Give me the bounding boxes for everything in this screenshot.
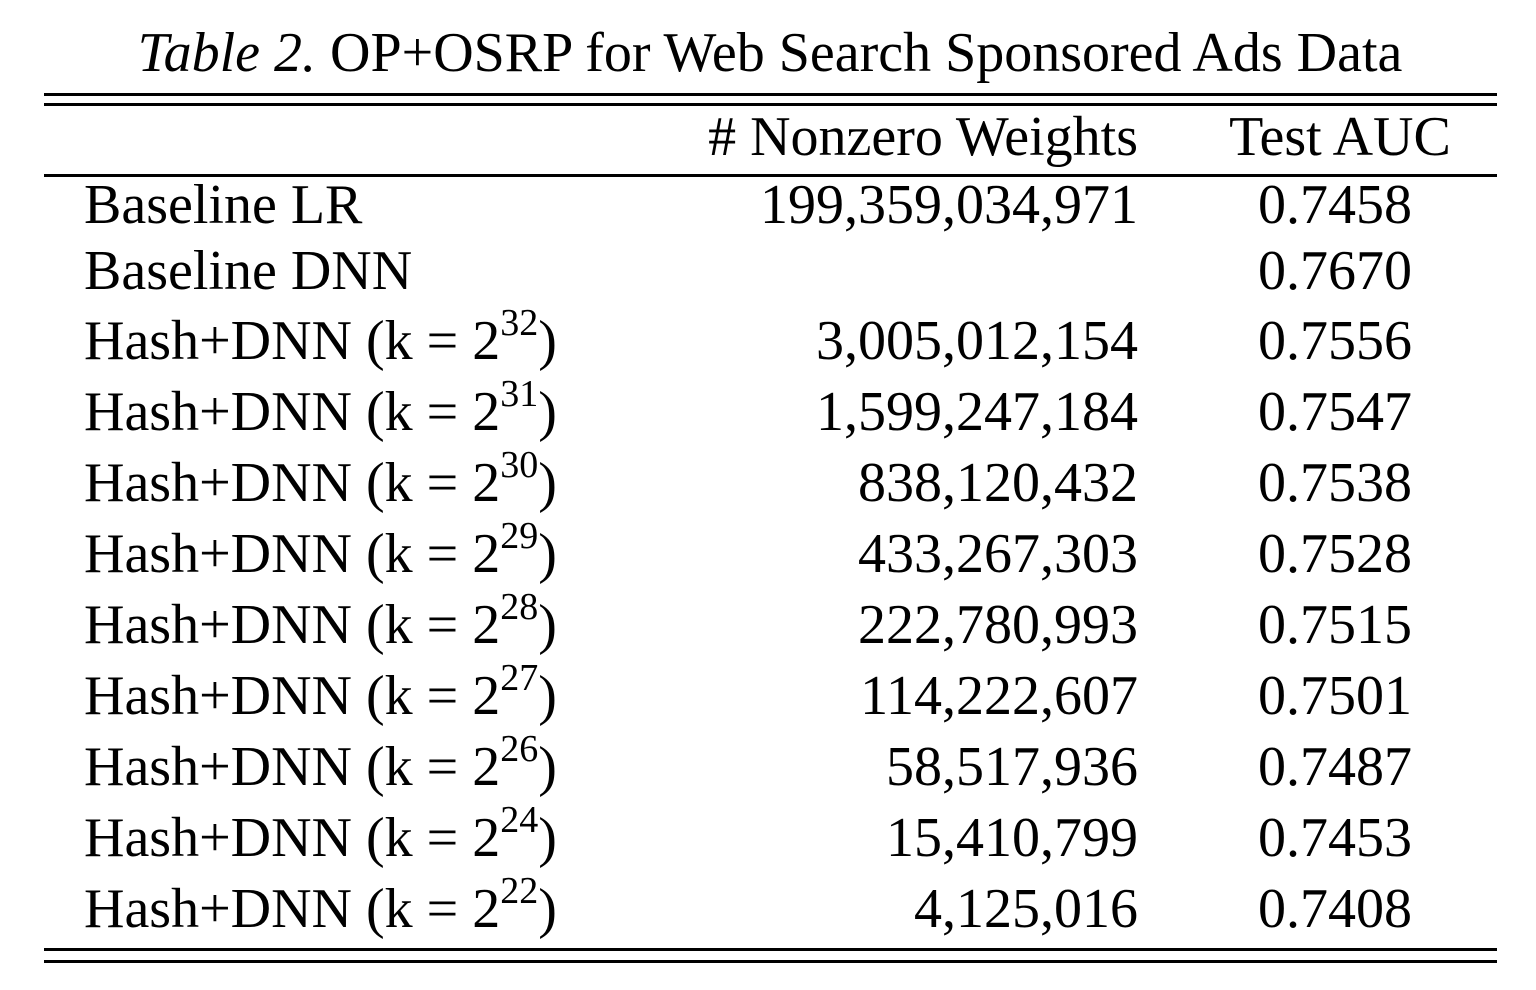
method-close: ) <box>538 452 557 514</box>
method-close: ) <box>538 594 557 656</box>
method-cell: Hash+DNN (k = 230) <box>84 446 557 518</box>
auc-cell: 0.7458 <box>1258 174 1412 236</box>
auc-cell: 0.7547 <box>1258 381 1412 443</box>
weights-cell: 58,517,936 <box>886 736 1138 798</box>
auc-cell: 0.7408 <box>1258 878 1412 940</box>
weights-cell: 199,359,034,971 <box>760 174 1138 236</box>
method-close: ) <box>538 736 557 798</box>
exponent: 29 <box>500 515 539 558</box>
auc-cell: 0.7556 <box>1258 310 1412 372</box>
exponent: 31 <box>500 373 539 416</box>
exponent: 22 <box>500 870 539 913</box>
method-cell: Hash+DNN (k = 222) <box>84 872 557 944</box>
method-text: Hash+DNN (k = 2 <box>84 807 501 869</box>
weights-cell: 114,222,607 <box>860 665 1138 727</box>
auc-cell: 0.7538 <box>1258 452 1412 514</box>
weights-cell: 433,267,303 <box>858 523 1138 585</box>
method-text: Hash+DNN (k = 2 <box>84 523 501 585</box>
auc-cell: 0.7670 <box>1258 240 1412 302</box>
table-caption: Table 2. OP+OSRP for Web Search Sponsore… <box>0 21 1536 85</box>
weights-cell: 3,005,012,154 <box>816 310 1138 372</box>
header-nonzero-weights: # Nonzero Weights <box>708 106 1138 168</box>
bottom-rule-1 <box>44 948 1497 951</box>
method-cell: Hash+DNN (k = 229) <box>84 517 557 589</box>
table-row: Hash+DNN (k = 226) 58,517,936 0.7487 <box>0 730 1536 802</box>
method-text: Hash+DNN (k = 2 <box>84 381 501 443</box>
table-row: Hash+DNN (k = 232) 3,005,012,154 0.7556 <box>0 304 1536 376</box>
weights-cell: 838,120,432 <box>858 452 1138 514</box>
table-row: Hash+DNN (k = 227) 114,222,607 0.7501 <box>0 659 1536 731</box>
method-text: Hash+DNN (k = 2 <box>84 452 501 514</box>
auc-cell: 0.7453 <box>1258 807 1412 869</box>
auc-cell: 0.7501 <box>1258 665 1412 727</box>
method-close: ) <box>538 523 557 585</box>
method-cell: Baseline DNN <box>84 240 413 302</box>
method-close: ) <box>538 878 557 940</box>
method-close: ) <box>538 381 557 443</box>
method-text: Hash+DNN (k = 2 <box>84 878 501 940</box>
method-close: ) <box>538 310 557 372</box>
caption-label: Table 2. <box>137 22 317 84</box>
method-cell: Hash+DNN (k = 227) <box>84 659 557 731</box>
bottom-rule-2 <box>44 960 1497 963</box>
exponent: 26 <box>500 728 539 771</box>
method-cell: Hash+DNN (k = 224) <box>84 801 557 873</box>
table-row: Baseline LR 199,359,034,971 0.7458 <box>0 170 1536 240</box>
header-test-auc: Test AUC <box>1229 106 1451 168</box>
top-rule-1 <box>44 93 1497 96</box>
weights-cell: 4,125,016 <box>914 878 1138 940</box>
weights-cell: 15,410,799 <box>886 807 1138 869</box>
exponent: 24 <box>500 799 539 842</box>
method-close: ) <box>538 665 557 727</box>
method-cell: Baseline LR <box>84 174 363 236</box>
table-row: Hash+DNN (k = 222) 4,125,016 0.7408 <box>0 872 1536 944</box>
table-row: Hash+DNN (k = 228) 222,780,993 0.7515 <box>0 588 1536 660</box>
exponent: 27 <box>500 657 539 700</box>
method-cell: Hash+DNN (k = 228) <box>84 588 557 660</box>
auc-cell: 0.7515 <box>1258 594 1412 656</box>
table-row: Baseline DNN 0.7670 <box>0 236 1536 306</box>
table-row: Hash+DNN (k = 230) 838,120,432 0.7538 <box>0 446 1536 518</box>
exponent: 30 <box>500 444 539 487</box>
header-row: # Nonzero Weights Test AUC <box>0 102 1536 172</box>
method-cell: Hash+DNN (k = 232) <box>84 304 557 376</box>
table-row: Hash+DNN (k = 231) 1,599,247,184 0.7547 <box>0 375 1536 447</box>
method-text: Hash+DNN (k = 2 <box>84 310 501 372</box>
top-rule-2 <box>44 103 1497 106</box>
exponent: 32 <box>500 302 539 345</box>
table-row: Hash+DNN (k = 224) 15,410,799 0.7453 <box>0 801 1536 873</box>
method-cell: Hash+DNN (k = 231) <box>84 375 557 447</box>
weights-cell: 1,599,247,184 <box>816 381 1138 443</box>
header-rule <box>44 174 1497 177</box>
method-text: Hash+DNN (k = 2 <box>84 665 501 727</box>
method-text: Hash+DNN (k = 2 <box>84 594 501 656</box>
caption-title: OP+OSRP for Web Search Sponsored Ads Dat… <box>330 22 1403 84</box>
weights-cell: 222,780,993 <box>858 594 1138 656</box>
auc-cell: 0.7487 <box>1258 736 1412 798</box>
table-row: Hash+DNN (k = 229) 433,267,303 0.7528 <box>0 517 1536 589</box>
method-close: ) <box>538 807 557 869</box>
exponent: 28 <box>500 586 539 629</box>
method-text: Hash+DNN (k = 2 <box>84 736 501 798</box>
auc-cell: 0.7528 <box>1258 523 1412 585</box>
method-cell: Hash+DNN (k = 226) <box>84 730 557 802</box>
